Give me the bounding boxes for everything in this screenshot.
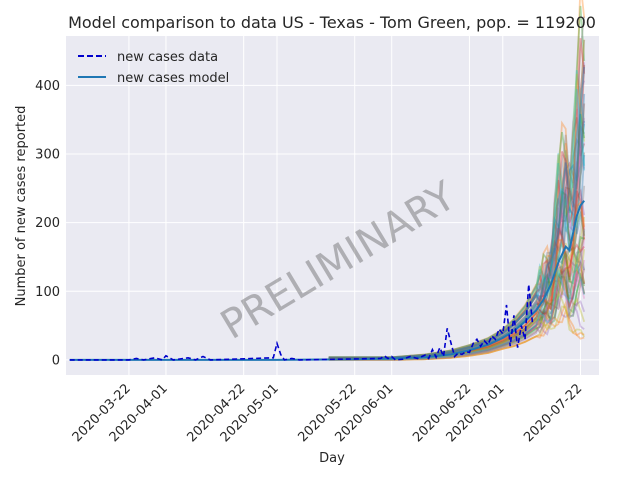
series-line-model <box>69 200 585 361</box>
model-ensemble-line <box>328 308 585 361</box>
model-ensemble-line <box>328 38 586 359</box>
x-axis-label: Day <box>319 451 345 466</box>
y-tick-label: 200 <box>35 216 60 231</box>
model-ensemble-line <box>328 5 586 359</box>
y-tick-label: 0 <box>52 353 60 368</box>
model-ensemble-line <box>328 108 586 359</box>
model-ensemble-line <box>328 123 586 359</box>
y-axis-ticks: 0 100 200 300 400 <box>35 79 60 368</box>
model-ensemble-line <box>328 117 586 359</box>
y-tick-label: 400 <box>35 79 60 94</box>
legend: new cases data new cases model <box>78 50 229 86</box>
model-ensemble-line <box>328 16 586 359</box>
model-ensemble-line <box>328 65 586 359</box>
y-tick-label: 300 <box>35 148 60 163</box>
model-ensemble-line <box>328 67 586 359</box>
model-ensemble-line <box>328 62 586 359</box>
model-ensemble-line <box>328 88 586 359</box>
model-ensemble-line <box>328 0 586 359</box>
legend-label-data: new cases data <box>117 50 218 65</box>
model-ensemble-line <box>328 39 586 359</box>
series-line-data <box>69 284 534 361</box>
y-axis-label: Number of new cases reported <box>14 106 29 307</box>
plot-area <box>66 36 599 375</box>
model-ensemble-line <box>328 300 585 361</box>
y-tick-label: 100 <box>35 285 60 300</box>
chart-title: Model comparison to data US - Texas - To… <box>68 13 596 32</box>
model-ensemble-line <box>328 73 586 359</box>
series-lines <box>69 200 585 361</box>
model-ensemble-line <box>328 305 585 361</box>
grid <box>66 36 599 375</box>
model-ensemble-line <box>328 70 586 359</box>
model-ensemble-line <box>328 64 586 359</box>
legend-label-model: new cases model <box>117 71 229 86</box>
model-ensemble-line <box>328 80 586 359</box>
model-ensemble-line <box>328 93 586 359</box>
model-ensemble-line <box>328 39 586 359</box>
